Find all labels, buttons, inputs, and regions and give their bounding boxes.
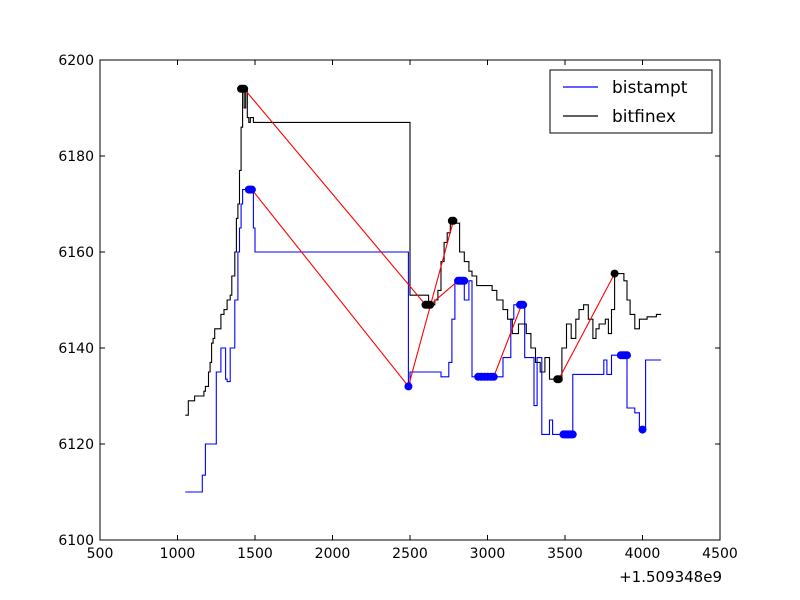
y-tick-label-6100: 6100 [58,533,94,549]
x-tick-label-1000: 1000 [160,546,196,562]
x-tick-label-4000: 4000 [625,546,661,562]
marker-bistampt-markers-30 [639,426,647,434]
marker-bitfinex-markers-6 [426,301,434,309]
x-tick-label-4500: 4500 [702,546,738,562]
y-tick-label-6160: 6160 [58,245,94,261]
legend-label-bistampt: bistampt [612,78,688,98]
x-axis-offset-label: +1.509348e9 [619,568,722,586]
marker-bitfinex-markers-2 [240,85,248,93]
marker-bistampt-markers-8 [460,277,468,285]
legend: bistampt bitfinex [550,70,712,133]
y-tick-label-6200: 6200 [58,53,94,69]
marker-bistampt-markers-3 [404,382,412,390]
marker-bistampt-markers-14 [490,373,498,381]
marker-bistampt-markers-17 [519,301,527,309]
marker-bitfinex-markers-8 [449,217,457,225]
y-tick-label-6140: 6140 [58,341,94,357]
y-tick-label-6180: 6180 [58,149,94,165]
marker-bitfinex-markers-10 [555,375,563,383]
x-tick-label-3500: 3500 [547,546,583,562]
x-tick-label-1500: 1500 [237,546,273,562]
marker-bitfinex-markers-11 [611,270,619,278]
marker-bistampt-markers-29 [623,351,631,359]
y-tick-label-6120: 6120 [58,437,94,453]
legend-label-bitfinex: bitfinex [612,107,676,127]
marker-bistampt-markers-2 [248,186,256,194]
x-tick-label-2000: 2000 [315,546,351,562]
x-tick-label-2500: 2500 [392,546,428,562]
x-tick-label-3000: 3000 [470,546,506,562]
marker-bistampt-markers-24 [569,430,577,438]
